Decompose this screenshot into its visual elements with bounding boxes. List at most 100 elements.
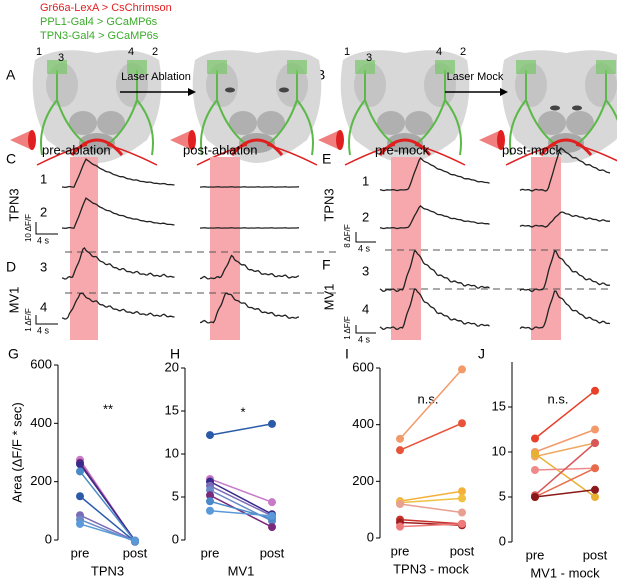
pair-line [209,485,273,517]
reference-line [65,249,610,294]
mock-mark [572,105,582,111]
point [591,425,599,434]
y-tick-label: 400 [30,415,52,430]
arrow-head [500,88,508,96]
condition: pre-ablation [42,142,111,157]
point [591,464,599,473]
panel-letter: A [6,67,16,83]
pair-line [79,470,136,542]
ablation-mark [279,87,289,93]
pair-line [209,423,273,436]
point [531,493,539,501]
point [76,519,84,528]
x-tick-label: post [123,545,148,560]
trace [519,290,611,331]
roi-label: 3 [58,52,64,64]
scale-label: 4 s [358,243,371,253]
roi-label: 1 [36,46,42,58]
pair-line [79,495,136,543]
scale-label: 1 ΔF/F [24,308,33,332]
roi-label: 4 [128,46,134,58]
point [206,431,214,440]
pair-line [209,510,273,517]
scale-label: 4 s [358,334,371,344]
mock-mark [550,105,560,111]
scale-bar [35,222,58,235]
genotype: TPN3-Gal4 > GCaMP6s [40,30,159,42]
annotation: n.s. [548,391,569,406]
roi-label: 2 [460,46,466,58]
y-tick-label: 0 [172,531,179,546]
trace [379,156,490,192]
y-tick-label: 10 [165,445,179,460]
point [591,386,599,395]
point [76,460,84,469]
pair-line [399,490,463,502]
trace-label: 2 [40,204,47,219]
x-tick-label: pre [526,547,545,562]
trace-label: 4 [362,301,369,316]
trace [61,197,175,230]
panel-letter: C [6,151,16,167]
annotation: * [240,404,245,419]
y-tick-label: 0 [499,533,506,548]
trace [519,147,611,192]
point [591,439,599,447]
x-tick-label: post [450,543,475,558]
pair-line [534,442,596,496]
pair-line [399,503,463,514]
trace-label: 2 [362,209,369,224]
scale-label: 1 ΔF/F [343,316,352,340]
scale-label: 4 s [37,235,50,245]
ablation-mark [225,87,235,93]
point [206,506,214,515]
arrow-label: Laser Mock [447,71,504,83]
y-tick-label: 400 [352,416,374,431]
pair-line [209,478,273,503]
stim-window [391,157,421,340]
condition: pre-mock [375,142,430,157]
point [76,492,84,501]
point [268,511,276,520]
y-tick-label: 600 [30,356,52,371]
pair-line [534,467,596,498]
pair-line [399,497,463,504]
arrow-head [188,88,196,96]
pair-line [209,494,273,528]
y-tick-label: 5 [499,488,506,503]
point [531,434,539,443]
pair-line [399,523,463,528]
point [458,519,466,528]
x-axis-label: TPN3 [91,563,124,578]
pair-line [209,480,273,515]
point [396,500,404,508]
cell-type: TPN3 [6,188,21,221]
x-tick-label: pre [391,543,410,558]
point [268,498,276,507]
x-tick-label: pre [71,545,90,560]
arrow-label: Laser Ablation [121,71,191,83]
y-tick-label: 5 [172,488,179,503]
point [458,494,466,503]
genotype: Gr66a-LexA > CsChrimson [40,2,172,14]
trace-label: 3 [40,259,47,274]
stim-window [210,157,240,340]
x-tick-label: post [583,547,608,562]
stim-window [531,157,561,340]
point [131,536,139,545]
point [531,466,539,474]
scale-label: 8 ΔF/F [343,224,352,248]
point [206,497,214,506]
trace [519,250,611,293]
roi-label: 4 [436,46,442,58]
trace [519,211,611,228]
point [458,419,466,428]
panel-letter: E [322,151,331,167]
pair-line [534,442,596,458]
cell-type: MV1 [321,284,336,311]
x-axis-label: MV1 - mock [530,565,600,580]
roi-label: 1 [344,46,350,58]
laser [318,130,344,150]
cell-type: MV1 [6,287,21,314]
y-tick-label: 600 [352,359,374,374]
